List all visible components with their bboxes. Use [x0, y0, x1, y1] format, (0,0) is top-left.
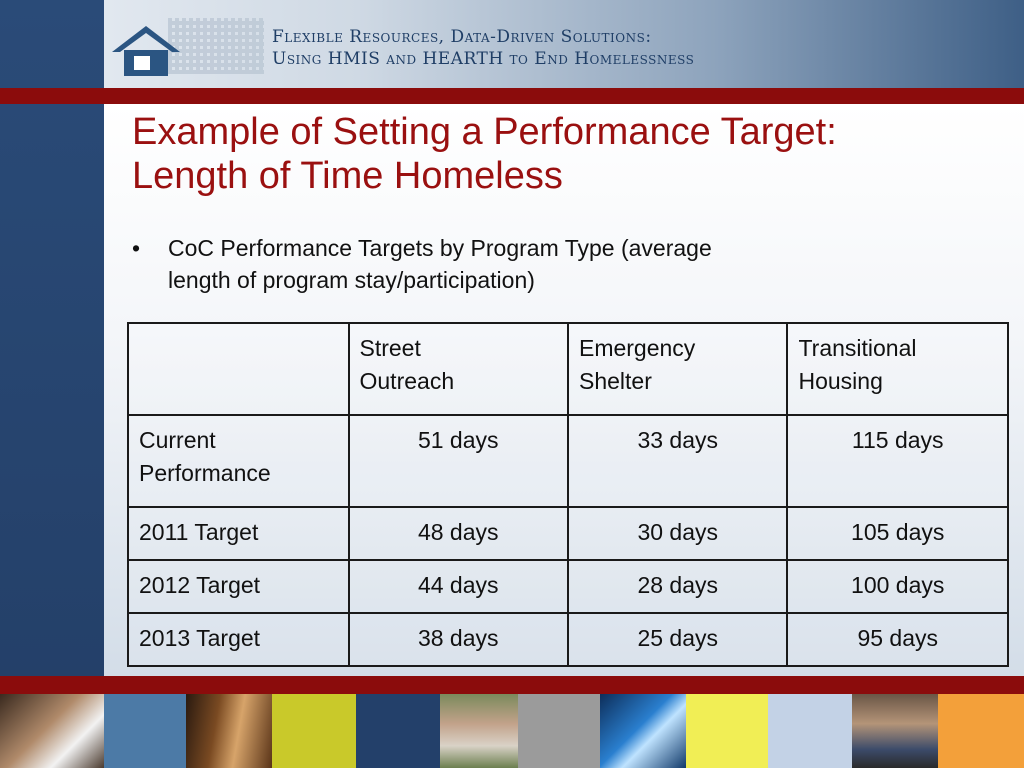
- color-block-olive: [272, 694, 356, 768]
- photo-group-people: [852, 694, 938, 768]
- table-header-emergency-shelter: Emergency Shelter: [566, 322, 789, 416]
- row-label-line: Performance: [139, 460, 271, 486]
- color-block-pale-blue: [768, 694, 852, 768]
- table-cell: 95 days: [786, 612, 1009, 667]
- top-accent-bar: [0, 88, 1024, 104]
- table-cell: 44 days: [347, 559, 569, 614]
- photo-computer-screen: [600, 694, 686, 768]
- table-row: Current Performance 51 days 33 days 115 …: [127, 414, 1009, 508]
- color-block-orange: [938, 694, 1024, 768]
- table-cell: 115 days: [786, 414, 1009, 508]
- header-text-line: Outreach: [359, 368, 455, 394]
- conference-title: Flexible Resources, Data-Driven Solution…: [272, 26, 694, 70]
- table-cell: 28 days: [566, 559, 789, 614]
- table-cell: 33 days: [566, 414, 789, 508]
- row-label-2011-target: 2011 Target: [127, 506, 350, 561]
- bullet-text-line2: length of program stay/participation): [168, 267, 535, 293]
- table-cell: 38 days: [347, 612, 569, 667]
- performance-targets-table: Street Outreach Emergency Shelter Transi…: [127, 322, 1009, 667]
- photo-door: [186, 694, 272, 768]
- color-block-navy: [356, 694, 440, 768]
- table-header-row: Street Outreach Emergency Shelter Transi…: [127, 322, 1009, 416]
- performance-table-wrapper: Street Outreach Emergency Shelter Transi…: [127, 322, 1009, 667]
- conference-title-line1: Flexible Resources, Data-Driven Solution…: [272, 27, 652, 47]
- house-icon: [112, 26, 180, 76]
- table-cell: 100 days: [786, 559, 1009, 614]
- slide-title-line1: Example of Setting a Performance Target:: [132, 111, 837, 153]
- table-cell: 25 days: [566, 612, 789, 667]
- color-block-gray: [518, 694, 600, 768]
- bullet-dot: •: [132, 235, 141, 261]
- row-label-2013-target: 2013 Target: [127, 612, 350, 667]
- footer-photo-strip: [0, 694, 1024, 768]
- header-text-line: Housing: [798, 368, 883, 394]
- slide-title: Example of Setting a Performance Target:…: [132, 110, 1002, 198]
- table-row: 2013 Target 38 days 25 days 95 days: [127, 612, 1009, 667]
- row-label-current-performance: Current Performance: [127, 414, 350, 508]
- bullet-text-line1: CoC Performance Targets by Program Type …: [168, 235, 712, 261]
- table-cell: 51 days: [347, 414, 569, 508]
- color-block-yellow: [686, 694, 768, 768]
- table-cell: 48 days: [347, 506, 569, 561]
- left-sidebar-bar: [0, 0, 104, 680]
- bottom-accent-bar: [0, 676, 1024, 694]
- header-text-line: Transitional: [798, 335, 917, 361]
- photo-family: [440, 694, 518, 768]
- color-block-steel-blue: [104, 694, 186, 768]
- table-header-street-outreach: Street Outreach: [347, 322, 569, 416]
- conference-title-line2: Using HMIS and HEARTH to End Homelessnes…: [272, 49, 695, 69]
- header-text-line: Street: [359, 335, 421, 361]
- table-cell: 30 days: [566, 506, 789, 561]
- row-label-2012-target: 2012 Target: [127, 559, 350, 614]
- bullet-text: CoC Performance Targets by Program Type …: [168, 232, 858, 296]
- banner-pattern: [168, 18, 264, 74]
- row-label-line: Current: [139, 427, 216, 453]
- table-header-transitional-housing: Transitional Housing: [786, 322, 1009, 416]
- slide-title-line2: Length of Time Homeless: [132, 155, 563, 197]
- table-row: 2012 Target 44 days 28 days 100 days: [127, 559, 1009, 614]
- header-text-line: Shelter: [578, 368, 652, 394]
- table-header-cell-empty: [127, 322, 350, 416]
- photo-handshake: [0, 694, 104, 768]
- table-row: 2011 Target 48 days 30 days 105 days: [127, 506, 1009, 561]
- header-text-line: Emergency: [578, 335, 696, 361]
- table-cell: 105 days: [786, 506, 1009, 561]
